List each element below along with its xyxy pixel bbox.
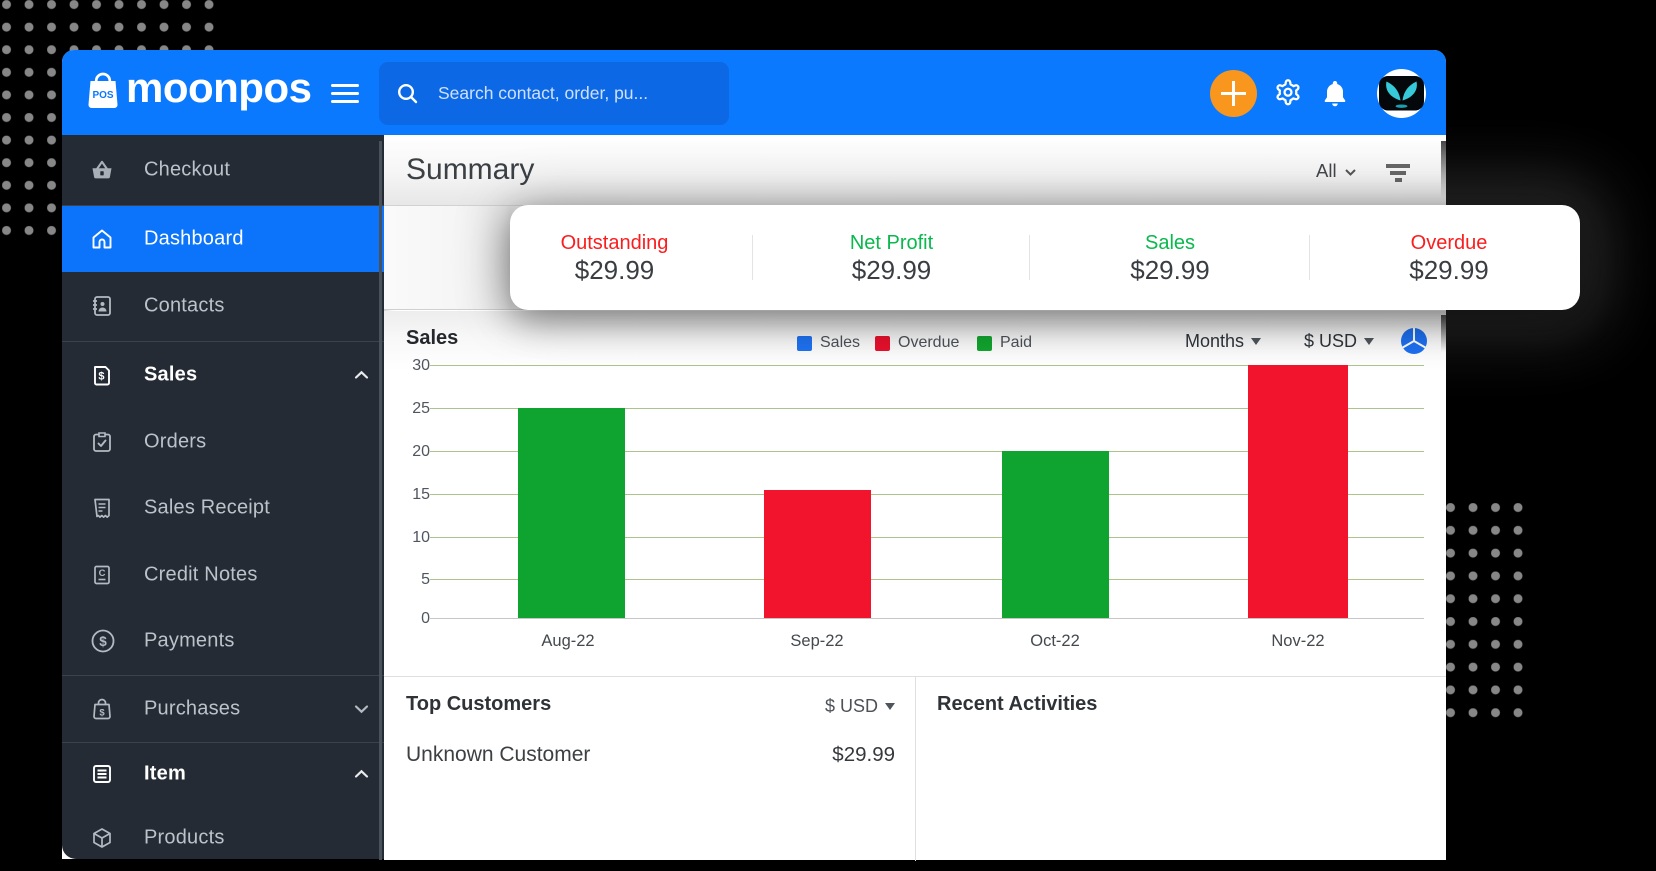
svg-text:POS: POS xyxy=(92,90,113,101)
svg-text:$: $ xyxy=(98,371,104,383)
svg-text:$: $ xyxy=(99,707,105,718)
svg-text:C: C xyxy=(99,568,106,579)
svg-text:$: $ xyxy=(99,634,107,649)
